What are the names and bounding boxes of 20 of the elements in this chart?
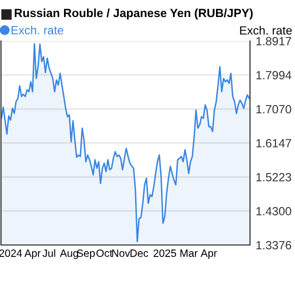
x-tick-label: Oct xyxy=(96,249,112,257)
x-tick-label: Apr xyxy=(200,250,217,260)
y-tick-label: 1.7070 xyxy=(256,105,292,114)
x-tick-label: Mar xyxy=(180,250,198,257)
y-tick-label: 1.3376 xyxy=(256,241,292,250)
y-tick-label: 1.5223 xyxy=(256,173,292,182)
x-tick-label: 2025 xyxy=(154,249,176,257)
x-tick-label: Sep xyxy=(76,249,95,260)
y-tick-label: 1.6147 xyxy=(256,139,292,148)
x-tick-label: Nov xyxy=(112,250,130,257)
y-axis-title: Exch. rate xyxy=(240,26,292,35)
y-tick-label: 1.4300 xyxy=(256,207,292,216)
legend-label: Exch. rate xyxy=(12,26,64,34)
y-tick-label: 1.8917 xyxy=(256,37,292,46)
x-tick-label: Aug xyxy=(60,250,78,260)
x-tick-label: Jul xyxy=(42,249,56,257)
chart-title: Russian Rouble / Japanese Yen (RUB/JPY) xyxy=(14,8,253,20)
x-tick-label: Apr xyxy=(24,250,41,260)
y-tick-label: 1.7994 xyxy=(256,71,292,80)
x-tick-label: Dec xyxy=(130,250,148,257)
